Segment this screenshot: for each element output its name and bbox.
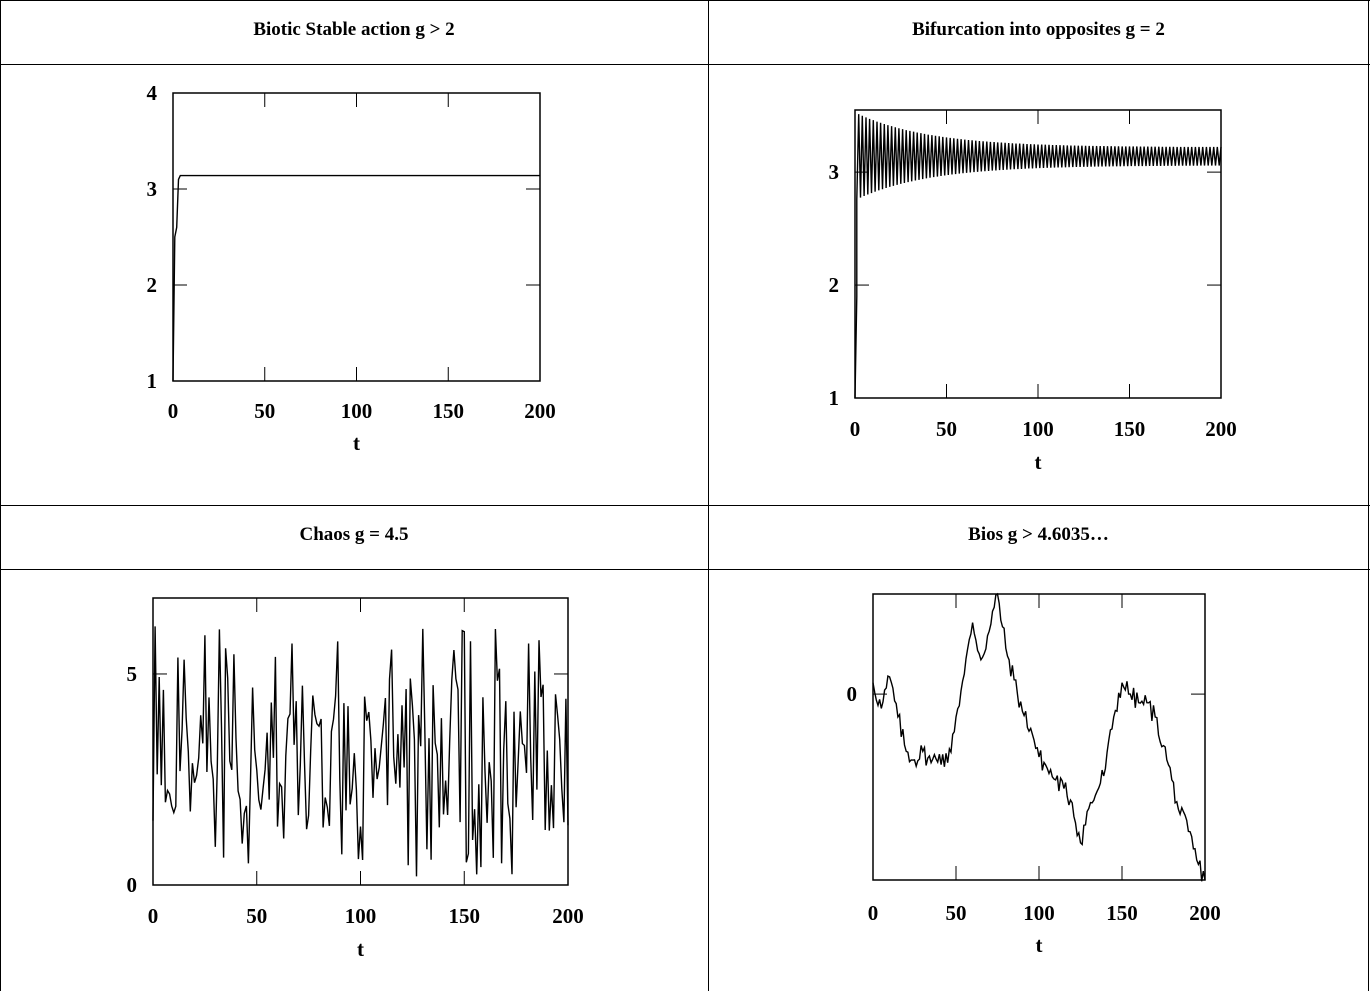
table-divider-header1 [0,64,1370,65]
series-line-1 [172,174,540,382]
x-tick-label-3-0: 0 [148,904,159,928]
y-tick-label-3-0: 0 [127,873,138,897]
table-border-left [0,0,1,991]
x-tick-label-3-2: 100 [345,904,377,928]
x-tick-label-2-2: 100 [1022,417,1054,441]
plot-frame-1 [172,92,541,382]
y-tick-label-1-0: 1 [147,369,158,393]
x-tick-label-4-1: 50 [946,901,967,925]
series-line-2 [854,114,1222,399]
table-divider-vertical [708,0,709,991]
x-tick-label-2-3: 150 [1114,417,1146,441]
y-tick-label-2-2: 3 [829,160,840,184]
x-tick-label-2-1: 50 [936,417,957,441]
panel-title-4: Bios g > 4.6035… [968,524,1109,545]
x-axis-label-3: t [357,937,364,961]
x-tick-label-4-0: 0 [868,901,879,925]
y-tick-label-1-1: 2 [147,273,158,297]
x-tick-label-4-4: 200 [1189,901,1221,925]
x-tick-label-2-4: 200 [1205,417,1237,441]
x-tick-label-1-0: 0 [168,399,179,423]
x-tick-label-3-3: 150 [449,904,481,928]
x-axis-label-4: t [1036,933,1043,957]
table-divider-header2 [0,569,1370,570]
x-tick-label-3-1: 50 [246,904,267,928]
y-tick-label-2-0: 1 [829,386,840,410]
x-tick-label-1-1: 50 [254,399,275,423]
table-divider-middle [0,505,1370,506]
y-tick-label-4-0: 0 [847,682,858,706]
panel-title-1: Biotic Stable action g > 2 [253,19,455,40]
y-tick-label-3-1: 5 [127,662,138,686]
x-axis-label-2: t [1035,450,1042,474]
x-axis-label-1: t [353,431,360,455]
series-line-3 [152,626,569,877]
table-border-top [0,0,1370,1]
table-border-right [1368,0,1369,991]
series-line-4 [872,592,1206,882]
y-tick-label-2-1: 2 [829,273,840,297]
panel-title-3: Chaos g = 4.5 [299,524,409,545]
y-tick-label-1-2: 3 [147,177,158,201]
panel-title-2: Bifurcation into opposites g = 2 [912,19,1165,40]
x-tick-label-2-0: 0 [850,417,861,441]
x-tick-label-1-3: 150 [433,399,465,423]
y-tick-label-1-3: 4 [147,81,158,105]
x-tick-label-4-3: 150 [1106,901,1138,925]
x-tick-label-4-2: 100 [1023,901,1055,925]
plot-frame-4 [872,593,1206,881]
x-tick-label-1-2: 100 [341,399,373,423]
x-tick-label-1-4: 200 [524,399,556,423]
x-tick-label-3-4: 200 [552,904,584,928]
